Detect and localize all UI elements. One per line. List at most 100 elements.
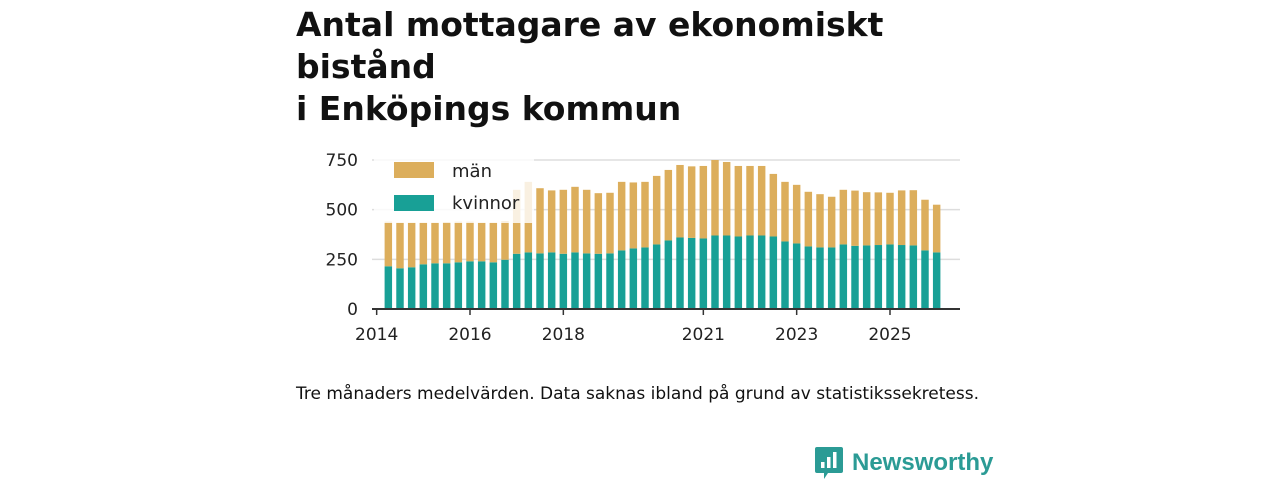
bar-kvinnor [431, 263, 439, 309]
bar-kvinnor [722, 235, 731, 309]
bar-man [897, 190, 906, 246]
bar-man [839, 189, 848, 245]
bar-kvinnor [664, 240, 673, 309]
bar-kvinnor [617, 250, 626, 309]
newsworthy-logo-icon [815, 447, 843, 479]
bar-man [676, 164, 684, 238]
bar-man [699, 165, 708, 239]
bar-man [722, 161, 731, 236]
legend-swatch-kvinnor [394, 195, 434, 211]
bar-kvinnor [419, 264, 428, 309]
bar-kvinnor [839, 244, 848, 309]
y-tick-label: 500 [326, 201, 358, 221]
bar-kvinnor [687, 237, 696, 309]
bar-man [582, 189, 591, 254]
bar-man [664, 169, 673, 241]
bar-kvinnor [466, 261, 474, 309]
bar-man [547, 190, 556, 253]
bar-man [431, 222, 439, 264]
x-tick-label: 2014 [355, 325, 398, 345]
bar-kvinnor [897, 245, 906, 309]
bar-kvinnor [489, 262, 498, 309]
bar-man [571, 186, 579, 253]
bar-man [477, 222, 486, 262]
bar-kvinnor [384, 266, 393, 309]
bar-man [652, 175, 661, 245]
bar-kvinnor [804, 246, 813, 309]
bar-kvinnor [582, 253, 591, 309]
brand-name: Newsworthy [852, 449, 994, 476]
bar-man [816, 194, 824, 248]
bar-kvinnor [396, 268, 404, 309]
bar-man [489, 222, 498, 263]
bar-kvinnor [711, 235, 719, 309]
bar-man [407, 222, 416, 268]
bar-man [559, 189, 568, 254]
bar-kvinnor [734, 236, 743, 309]
bar-man [851, 190, 859, 246]
bar-kvinnor [454, 262, 463, 309]
bar-kvinnor [606, 253, 614, 309]
bar-kvinnor [442, 263, 451, 309]
y-tick-label: 0 [347, 300, 358, 320]
bar-man [827, 196, 836, 248]
bar-kvinnor [874, 245, 883, 309]
bar-kvinnor [629, 248, 638, 309]
x-tick-label: 2025 [868, 325, 911, 345]
bar-man [862, 192, 871, 246]
bar-man [932, 204, 941, 253]
chart-title-line-1: Antal mottagare av ekonomiskt bistånd [296, 5, 884, 86]
bar-kvinnor [851, 245, 859, 309]
bar-man [734, 165, 743, 237]
bar-kvinnor [862, 245, 871, 309]
bar-kvinnor [676, 237, 684, 309]
bar-kvinnor [757, 235, 766, 309]
bar-man [757, 165, 766, 236]
bar-man [804, 191, 813, 247]
bar-man [536, 188, 544, 254]
bar-kvinnor [407, 267, 416, 309]
chart-title-line-2: i Enköpings kommun [296, 89, 682, 128]
bar-man [886, 192, 894, 245]
legend-label-kvinnor: kvinnor [452, 193, 520, 214]
bar-kvinnor [699, 238, 708, 309]
x-tick-label: 2023 [775, 325, 818, 345]
bar-kvinnor [512, 253, 521, 309]
bar-man [921, 199, 929, 251]
x-tick-label: 2018 [542, 325, 585, 345]
legend-swatch-man [394, 162, 434, 178]
bar-kvinnor [886, 244, 894, 309]
bar-man [384, 221, 393, 267]
axes: 0 250 500 750 2014 2016 2018 2021 2023 2025 [326, 151, 960, 345]
bar-man [396, 222, 404, 269]
bar-kvinnor [536, 253, 544, 309]
bar-kvinnor [746, 235, 754, 309]
bar-kvinnor [501, 259, 509, 309]
bar-man [617, 181, 626, 251]
bars [384, 160, 941, 309]
bar-man [641, 181, 649, 248]
bar-kvinnor [559, 253, 568, 309]
legend: män kvinnor [374, 148, 534, 223]
bar-kvinnor [524, 252, 533, 309]
bar-kvinnor [781, 241, 789, 309]
bar-man [442, 221, 451, 264]
legend-label-man: män [452, 161, 492, 182]
bar-man [454, 221, 463, 263]
stacked-bar-chart: 0 250 500 750 2014 2016 2018 2021 2023 2025 män k… [326, 148, 960, 345]
bar-man [687, 166, 696, 238]
bar-man [792, 184, 801, 244]
bar-kvinnor [769, 236, 778, 309]
bar-kvinnor [547, 252, 556, 309]
bar-man [746, 165, 754, 236]
bar-man [711, 160, 719, 236]
bar-man [606, 192, 614, 254]
bar-kvinnor [641, 247, 649, 309]
brand-logo: Newsworthy [814, 445, 993, 481]
chart-title: Antal mottagare av ekonomiskt bistånd i … [296, 4, 1016, 130]
bar-man [874, 192, 883, 246]
bar-man [629, 182, 638, 249]
bar-man [419, 222, 428, 265]
footnote: Tre månaders medelvärden. Data saknas ib… [296, 384, 979, 404]
bar-kvinnor [816, 247, 824, 309]
